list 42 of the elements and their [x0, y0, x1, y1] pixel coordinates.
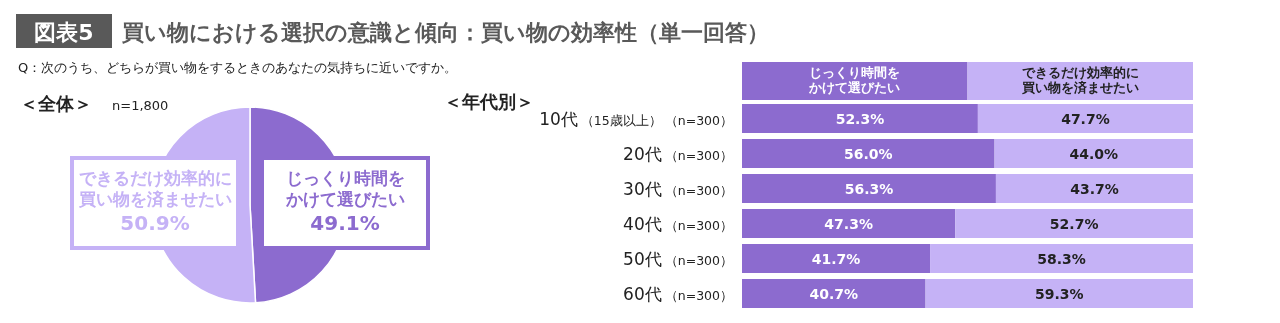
y-tick-label: 30代（n=300）: [623, 178, 733, 199]
data-label: 44.0%: [1069, 145, 1119, 162]
y-tick-label: 40代（n=300）: [623, 213, 733, 234]
bar: [995, 174, 1193, 203]
bar: [742, 174, 996, 203]
data-label: 50.9%: [120, 211, 190, 235]
data-label: 59.3%: [1034, 285, 1084, 302]
bar: [977, 104, 1193, 133]
data-label: 58.3%: [1037, 250, 1086, 267]
chart-subtitle: n=1,800: [112, 98, 169, 113]
text: 買い物における選択の意識と傾向：買い物の効率性（単一回答）: [121, 20, 769, 45]
bar: [994, 139, 1193, 168]
slice-label: じっくり時間をかけて選びたい: [284, 168, 405, 209]
data-label: 49.1%: [310, 211, 380, 235]
y-tick-label: 60代（n=300）: [623, 283, 733, 304]
text: Q：次のうち、どちらが買い物をするときのあなたの気持ちに近いですか。: [18, 60, 458, 75]
data-label: 47.3%: [824, 215, 873, 232]
data-label: 52.3%: [835, 110, 885, 127]
text: ＜年代別＞: [444, 91, 534, 112]
data-label: 52.7%: [1049, 215, 1099, 232]
bar: [930, 244, 1193, 273]
data-label: 43.7%: [1070, 180, 1119, 197]
bar: [925, 279, 1193, 308]
chart-title: ＜全体＞: [20, 93, 92, 114]
bar: [742, 279, 926, 308]
bar: [742, 104, 978, 133]
bar: [955, 209, 1193, 238]
data-label: 47.7%: [1061, 110, 1110, 127]
series-label: じっくり時間をかけて選びたい: [808, 65, 901, 95]
y-tick-label: 20代（n=300）: [623, 143, 733, 164]
data-label: 41.7%: [811, 250, 861, 267]
bar: [742, 209, 956, 238]
text: 図表5: [34, 20, 94, 45]
y-tick-label: 50代（n=300）: [623, 248, 733, 269]
series-label: できるだけ効率的に買い物を済ませたい: [1020, 65, 1139, 95]
bar: [742, 244, 931, 273]
data-label: 56.3%: [844, 180, 894, 197]
y-tick-label: 10代（15歳以上）（n=300）: [539, 108, 733, 129]
slice-label: できるだけ効率的に買い物を済ませたい: [77, 168, 232, 209]
data-label: 40.7%: [809, 285, 859, 302]
bar: [742, 139, 995, 168]
data-label: 56.0%: [843, 145, 893, 162]
